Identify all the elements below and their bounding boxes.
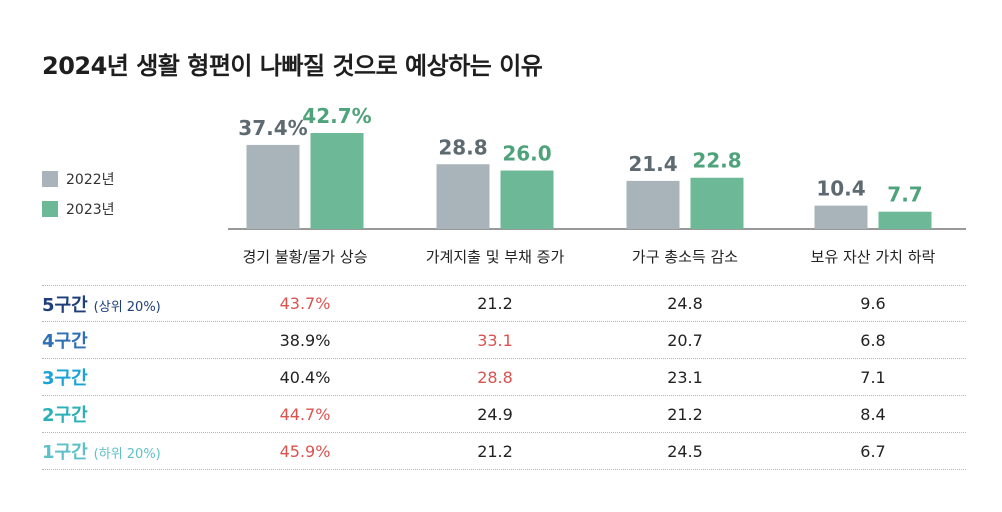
legend-swatch-2023 xyxy=(42,201,58,217)
legend-item-2023: 2023년 xyxy=(42,200,115,218)
chart-title: 2024년 생활 형편이 나빠질 것으로 예상하는 이유 xyxy=(42,52,543,80)
table-cell: 45.9% xyxy=(279,441,331,461)
row-label: 3구간 xyxy=(42,364,242,390)
table-cell: 6.7 xyxy=(860,441,886,461)
table-cell: 38.9% xyxy=(279,330,331,350)
data-label-2023-2: 22.8 xyxy=(692,149,741,173)
table-row: 3구간 40.4% 28.8 23.1 7.1 xyxy=(42,359,966,396)
category-label-0: 경기 불황/물가 상승 xyxy=(242,248,368,266)
table-cell: 24.9 xyxy=(477,404,513,424)
legend-item-2022: 2022년 xyxy=(42,170,115,188)
table-cell: 23.1 xyxy=(667,367,703,387)
bar-chart: 37.4%42.7% 28.8 26.0 21.4 22.8 10.4 7.7 xyxy=(228,104,966,230)
bar-2022-1 xyxy=(436,164,490,229)
row-label: 4구간 xyxy=(42,327,242,353)
bar-2023-2 xyxy=(690,177,744,229)
category-label-3: 보유 자산 가치 하락 xyxy=(810,248,936,266)
bar-2023-1 xyxy=(500,170,554,229)
row-label-main: 5구간 xyxy=(42,294,88,316)
category-labels: 경기 불황/물가 상승 가계지출 및 부채 증가 가구 총소득 감소 보유 자산 가치… xyxy=(0,246,1002,266)
category-label-2: 가구 총소득 감소 xyxy=(631,248,739,266)
bar-2022-0 xyxy=(246,144,300,229)
bar-2023-3 xyxy=(878,211,932,229)
table-cell: 6.8 xyxy=(860,330,886,350)
row-label-main: 2구간 xyxy=(42,405,88,426)
table-cell: 33.1 xyxy=(477,330,513,350)
table-cell: 9.6 xyxy=(860,294,886,313)
data-table: 5구간 (상위 20%) 43.7% 21.2 24.8 9.6 4구간 38.9% 33.1 2… xyxy=(42,285,966,470)
bar-2023-0 xyxy=(310,133,364,229)
table-row: 4구간 38.9% 33.1 20.7 6.8 xyxy=(42,322,966,359)
table-cell: 24.8 xyxy=(667,294,703,313)
row-label: 5구간 (상위 20%) xyxy=(42,291,242,317)
table-row: 2구간 44.7% 24.9 21.2 8.4 xyxy=(42,396,966,433)
legend: 2022년 2023년 xyxy=(42,170,115,230)
table-cell: 43.7% xyxy=(279,294,331,313)
data-label-2022-1: 28.8 xyxy=(438,135,487,159)
data-label-2023-3: 7.7 xyxy=(887,183,922,207)
legend-label-2023: 2023년 xyxy=(66,202,115,218)
bar-2022-3 xyxy=(814,205,868,229)
data-label-2022-3: 10.4 xyxy=(816,177,865,201)
table-cell: 40.4% xyxy=(279,367,331,387)
table-cell: 20.7 xyxy=(667,330,703,350)
table-cell: 21.2 xyxy=(667,404,703,424)
data-label-2022-0: 37.4% xyxy=(238,116,307,140)
legend-label-2022: 2022년 xyxy=(66,172,115,188)
row-label: 1구간 (하위 20%) xyxy=(42,438,242,464)
table-cell: 28.8 xyxy=(477,367,513,387)
row-label-main: 1구간 xyxy=(42,442,88,463)
table-cell: 7.1 xyxy=(860,367,886,387)
data-label-2023-0: 42.7% xyxy=(302,104,371,128)
data-label-2023-1: 26.0 xyxy=(502,142,551,166)
row-label-sub: (상위 20%) xyxy=(93,299,161,315)
table-row: 1구간 (하위 20%) 45.9% 21.2 24.5 6.7 xyxy=(42,433,966,470)
table-cell: 44.7% xyxy=(279,404,331,424)
legend-swatch-2022 xyxy=(42,171,58,187)
table-cell: 8.4 xyxy=(860,404,886,424)
category-label-1: 가계지출 및 부채 증가 xyxy=(425,248,565,266)
table-row: 5구간 (상위 20%) 43.7% 21.2 24.8 9.6 xyxy=(42,285,966,322)
bar-2022-2 xyxy=(626,180,680,229)
row-label-sub: (하위 20%) xyxy=(93,447,161,462)
data-label-2022-2: 21.4 xyxy=(628,152,677,176)
row-label-main: 4구간 xyxy=(42,331,88,352)
row-label-main: 3구간 xyxy=(42,368,88,389)
table-cell: 21.2 xyxy=(477,441,513,461)
row-label: 2구간 xyxy=(42,401,242,427)
table-cell: 24.5 xyxy=(667,441,703,461)
table-cell: 21.2 xyxy=(477,294,513,313)
